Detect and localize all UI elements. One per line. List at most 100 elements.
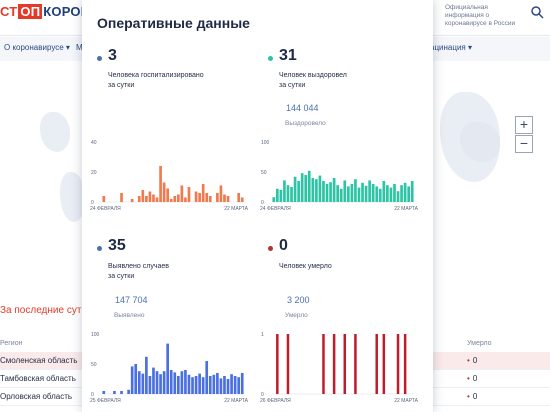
chart-bar[interactable]	[141, 373, 145, 394]
chart-bar[interactable]	[198, 373, 201, 394]
chart-bar[interactable]	[187, 187, 191, 202]
chart-bar[interactable]	[307, 170, 311, 202]
chart-bar[interactable]	[120, 391, 123, 394]
chart-bar[interactable]	[173, 196, 177, 202]
chart-bar[interactable]	[350, 184, 354, 202]
search-icon[interactable]	[530, 5, 544, 19]
chart-bar[interactable]	[226, 196, 230, 202]
chart-bar[interactable]	[187, 374, 191, 394]
chart-bar[interactable]	[180, 185, 184, 203]
chart-bar[interactable]	[346, 186, 350, 202]
chart-bar[interactable]	[113, 391, 116, 394]
chart-bar[interactable]	[364, 185, 368, 202]
chart-bar[interactable]	[145, 196, 148, 202]
chart-bar[interactable]	[361, 182, 364, 202]
chart-bar[interactable]	[223, 376, 226, 394]
chart-bar[interactable]	[127, 389, 130, 394]
chart-bar[interactable]	[329, 182, 332, 202]
chart-bar[interactable]	[279, 190, 283, 202]
chart-bar[interactable]	[293, 176, 297, 202]
zoom-in-button[interactable]: +	[515, 116, 533, 134]
chart-bar[interactable]	[102, 391, 106, 394]
chart-bar[interactable]	[354, 334, 357, 394]
chart-bar[interactable]	[173, 372, 177, 394]
chart-bar[interactable]	[176, 194, 180, 203]
chart-bar[interactable]	[130, 366, 134, 394]
chart-bar[interactable]	[403, 334, 407, 394]
chart-bar[interactable]	[382, 181, 386, 202]
chart-bar[interactable]	[198, 193, 201, 202]
chart-bar[interactable]	[219, 185, 223, 203]
chart-bar[interactable]	[130, 199, 134, 202]
chart-bar[interactable]	[240, 197, 244, 203]
chart-bar[interactable]	[386, 185, 389, 202]
nav-item-vaccination[interactable]: ацинация ▾	[430, 43, 472, 52]
chart-bar[interactable]	[159, 374, 162, 394]
chart-bar[interactable]	[332, 334, 336, 394]
chart-bar[interactable]	[205, 193, 209, 202]
chart-bar[interactable]	[194, 191, 198, 203]
chart-bar[interactable]	[148, 191, 152, 203]
chart-bar[interactable]	[339, 188, 343, 202]
chart-bar[interactable]	[237, 377, 241, 394]
chart-bar[interactable]	[286, 334, 290, 394]
chart-bar[interactable]	[184, 370, 187, 394]
chart-bar[interactable]	[208, 196, 212, 202]
chart-bar[interactable]	[407, 186, 411, 202]
chart-bar[interactable]	[137, 196, 141, 202]
chart-bar[interactable]	[290, 187, 293, 202]
chart-bar[interactable]	[194, 376, 198, 394]
chart-bar[interactable]	[208, 376, 212, 394]
chart-bar[interactable]	[166, 343, 170, 394]
nav-item-about[interactable]: О коронавирусе ▾	[4, 43, 70, 52]
chart-bar[interactable]	[152, 367, 155, 394]
chart-bar[interactable]	[134, 364, 138, 394]
chart-bar[interactable]	[378, 188, 382, 202]
chart-bar[interactable]	[162, 371, 166, 394]
chart-bar[interactable]	[159, 166, 162, 202]
chart-bar[interactable]	[216, 373, 219, 394]
chart-bar[interactable]	[343, 334, 347, 394]
chart-bar[interactable]	[145, 356, 148, 394]
chart-bar[interactable]	[300, 173, 304, 202]
chart-bar[interactable]	[155, 197, 159, 203]
chart-bar[interactable]	[311, 178, 315, 202]
chart-bar[interactable]	[396, 191, 400, 202]
chart-bar[interactable]	[400, 185, 403, 202]
chart-bar[interactable]	[137, 371, 141, 394]
chart-bar[interactable]	[389, 187, 393, 202]
chart-bar[interactable]	[272, 197, 276, 202]
nav-item-m[interactable]: М	[76, 43, 83, 52]
chart-bar[interactable]	[322, 334, 325, 394]
chart-bar[interactable]	[201, 377, 205, 394]
chart-bar[interactable]	[184, 197, 187, 203]
chart-bar[interactable]	[120, 193, 123, 202]
chart-bar[interactable]	[304, 175, 308, 202]
chart-bar[interactable]	[233, 376, 237, 394]
chart-bar[interactable]	[343, 180, 347, 202]
chart-bar[interactable]	[382, 334, 386, 394]
chart-bar[interactable]	[393, 184, 396, 202]
chart-bar[interactable]	[336, 185, 340, 202]
chart-bar[interactable]	[169, 370, 173, 394]
chart-bar[interactable]	[148, 376, 152, 394]
chart-bar[interactable]	[205, 361, 209, 394]
chart-bar[interactable]	[212, 374, 216, 394]
chart-bar[interactable]	[223, 194, 226, 203]
chart-bar[interactable]	[332, 178, 336, 202]
chart-bar[interactable]	[375, 186, 379, 202]
chart-bar[interactable]	[166, 188, 170, 203]
chart-bar[interactable]	[318, 175, 322, 202]
chart-bar[interactable]	[283, 180, 286, 202]
chart-bar[interactable]	[371, 184, 375, 202]
chart-bar[interactable]	[191, 377, 194, 394]
chart-bar[interactable]	[240, 373, 244, 394]
chart-bar[interactable]	[230, 374, 233, 394]
chart-bar[interactable]	[286, 185, 290, 202]
chart-bar[interactable]	[152, 194, 155, 203]
chart-bar[interactable]	[375, 334, 378, 394]
chart-bar[interactable]	[368, 180, 371, 202]
chart-bar[interactable]	[396, 334, 400, 394]
chart-bar[interactable]	[226, 379, 230, 394]
chart-bar[interactable]	[403, 182, 407, 202]
